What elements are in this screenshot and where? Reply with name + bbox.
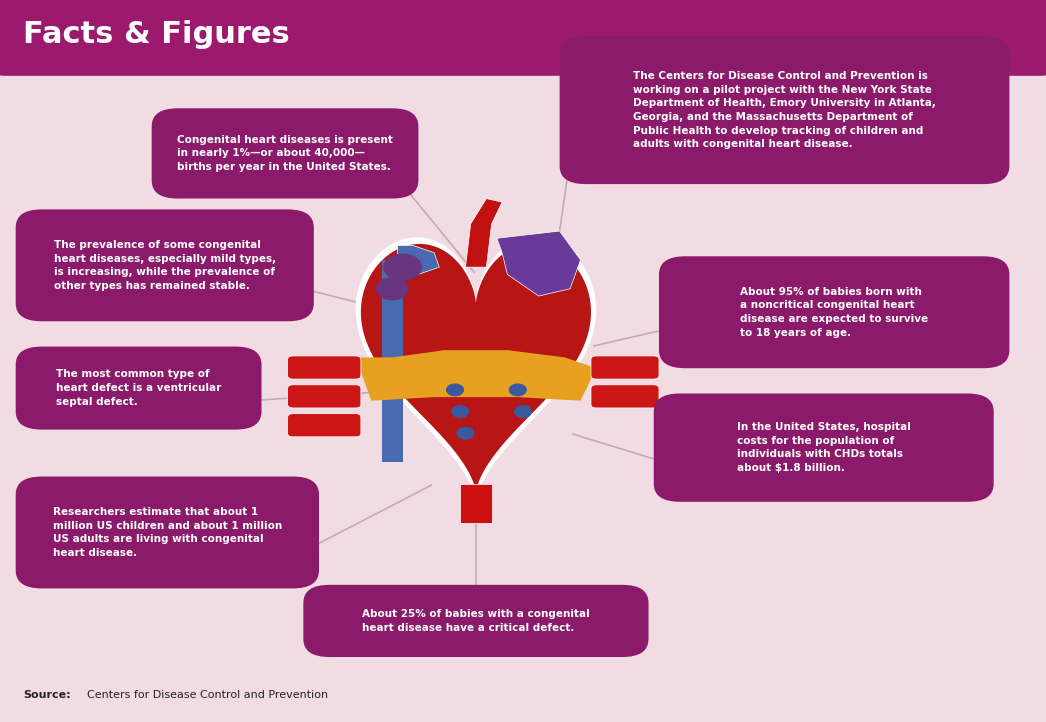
FancyBboxPatch shape <box>659 256 1009 368</box>
Circle shape <box>515 406 531 417</box>
Text: Congenital heart diseases is present
in nearly 1%—or about 40,000—
births per ye: Congenital heart diseases is present in … <box>177 135 393 172</box>
Text: The prevalence of some congenital
heart diseases, especially mild types,
is incr: The prevalence of some congenital heart … <box>53 240 276 291</box>
Polygon shape <box>460 484 492 523</box>
FancyBboxPatch shape <box>16 477 319 588</box>
Polygon shape <box>497 231 581 296</box>
Circle shape <box>447 384 463 396</box>
Text: Facts & Figures: Facts & Figures <box>23 20 290 49</box>
Polygon shape <box>361 244 591 493</box>
FancyBboxPatch shape <box>0 0 1046 76</box>
Text: Researchers estimate that about 1
million US children and about 1 million
US adu: Researchers estimate that about 1 millio… <box>52 507 282 558</box>
Circle shape <box>509 384 526 396</box>
Circle shape <box>384 254 422 280</box>
FancyBboxPatch shape <box>303 585 649 657</box>
Circle shape <box>377 278 408 300</box>
FancyBboxPatch shape <box>591 385 659 408</box>
Circle shape <box>452 406 469 417</box>
Text: About 95% of babies born with
a noncritical congenital heart
disease are expecte: About 95% of babies born with a noncriti… <box>741 287 928 338</box>
FancyBboxPatch shape <box>591 356 659 379</box>
Circle shape <box>457 427 474 439</box>
Polygon shape <box>356 350 596 401</box>
FancyBboxPatch shape <box>288 356 361 379</box>
Polygon shape <box>397 245 439 274</box>
FancyBboxPatch shape <box>152 108 418 199</box>
Text: In the United States, hospital
costs for the population of
individuals with CHDs: In the United States, hospital costs for… <box>736 422 911 473</box>
Polygon shape <box>356 238 596 503</box>
Polygon shape <box>382 260 403 462</box>
FancyBboxPatch shape <box>16 347 262 430</box>
Text: The Centers for Disease Control and Prevention is
working on a pilot project wit: The Centers for Disease Control and Prev… <box>633 71 936 149</box>
Text: About 25% of babies with a congenital
heart disease have a critical defect.: About 25% of babies with a congenital he… <box>362 609 590 632</box>
Text: Source:: Source: <box>23 690 71 700</box>
FancyBboxPatch shape <box>560 36 1009 184</box>
Text: Centers for Disease Control and Prevention: Centers for Disease Control and Preventi… <box>87 690 328 700</box>
FancyBboxPatch shape <box>288 385 361 408</box>
FancyBboxPatch shape <box>654 393 994 502</box>
FancyBboxPatch shape <box>16 209 314 321</box>
Polygon shape <box>465 199 502 267</box>
Text: The most common type of
heart defect is a ventricular
septal defect.: The most common type of heart defect is … <box>56 370 221 406</box>
FancyBboxPatch shape <box>288 414 361 437</box>
